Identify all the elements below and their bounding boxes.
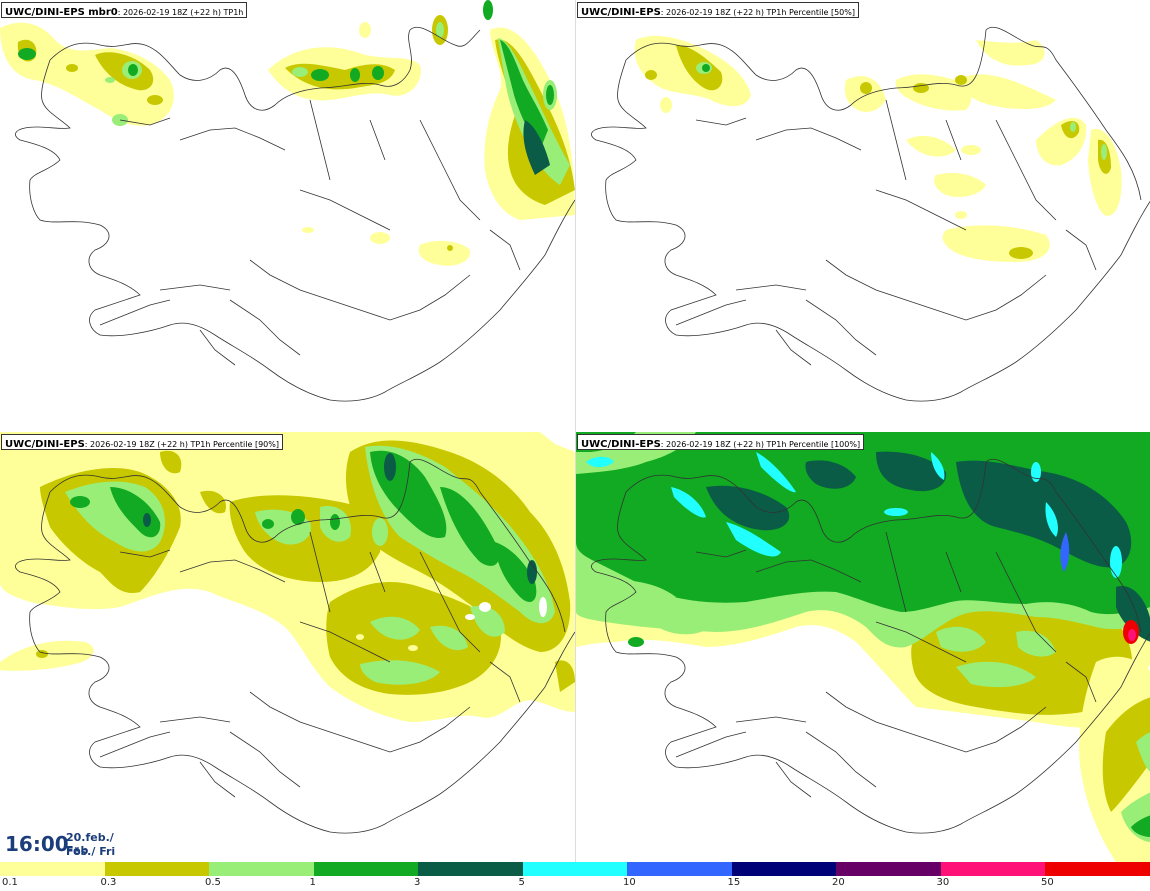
legend-swatch	[627, 862, 732, 876]
color-legend: 0.1 0.3 0.5 1 3 5 10 15 20 30 50	[0, 862, 1150, 891]
panel-title: UWC/DINI-EPS: 2026-02-19 18Z (+22 h) TP1…	[577, 434, 865, 450]
panel-percentile-100: UWC/DINI-EPS: 2026-02-19 18Z (+22 h) TP1…	[576, 432, 1150, 862]
panel-meta-label: 2026-02-19 18Z (+22 h) TP1h Percentile […	[666, 440, 861, 449]
valid-time-box: 16:00 20.feb./ Feb Fös./ Fri	[0, 826, 140, 862]
panel-meta-label: 2026-02-19 18Z (+22 h) TP1h Percentile […	[90, 440, 279, 449]
precip-map	[591, 27, 1150, 402]
legend-swatch	[104, 862, 210, 876]
legend-swatch	[940, 862, 1046, 876]
panel-model-label: UWC/DINI-EPS	[581, 7, 661, 18]
coastline	[591, 27, 1150, 402]
valid-weekday: Fös./ Fri	[66, 845, 116, 858]
valid-date: 20.feb./ Feb	[66, 831, 114, 857]
legend-label: 0.1	[2, 877, 18, 888]
legend-label: 5	[518, 877, 525, 888]
legend-swatch	[1045, 862, 1150, 876]
panel-meta-label: 2026-02-19 18Z (+22 h) TP1h	[122, 8, 244, 17]
legend-swatch	[836, 862, 941, 876]
legend-swatch	[0, 862, 105, 876]
legend-label: 10	[623, 877, 636, 888]
precip-field	[0, 432, 575, 722]
panel-meta-label: 2026-02-19 18Z (+22 h) TP1h Percentile […	[666, 8, 855, 17]
precip-map	[0, 432, 575, 834]
coastline	[15, 459, 575, 834]
panel-model-label: UWC/DINI-EPS	[581, 439, 661, 450]
panel-divider-vertical	[575, 0, 576, 862]
panel-percentile-50: UWC/DINI-EPS: 2026-02-19 18Z (+22 h) TP1…	[576, 0, 1150, 430]
legend-label: 1	[309, 877, 316, 888]
legend-label: 0.5	[205, 877, 221, 888]
legend-label: 0.3	[100, 877, 117, 888]
panel-member0: UWC/DINI-EPS mbr0: 2026-02-19 18Z (+22 h…	[0, 0, 575, 430]
precip-field	[576, 432, 1150, 862]
coastline	[15, 27, 575, 402]
panel-title: UWC/DINI-EPS: 2026-02-19 18Z (+22 h) TP1…	[577, 2, 859, 18]
legend-label: 20	[832, 877, 845, 888]
panel-percentile-90: UWC/DINI-EPS: 2026-02-19 18Z (+22 h) TP1…	[0, 432, 575, 862]
precip-map	[576, 432, 1150, 862]
coastline	[591, 459, 1150, 834]
panel-model-label: UWC/DINI-EPS mbr0	[5, 7, 118, 18]
legend-label: 15	[727, 877, 741, 888]
legend-swatch	[731, 862, 837, 876]
legend-swatch	[418, 862, 523, 876]
panel-model-label: UWC/DINI-EPS	[5, 439, 85, 450]
precip-field	[634, 35, 1122, 262]
precip-field	[0, 0, 575, 266]
legend-swatch	[209, 862, 314, 876]
precip-map	[0, 0, 575, 402]
legend-label: 3	[414, 877, 421, 888]
legend-label: 50	[1041, 877, 1054, 888]
legend-swatch	[522, 862, 628, 876]
panel-title: UWC/DINI-EPS mbr0: 2026-02-19 18Z (+22 h…	[1, 2, 248, 18]
legend-swatch	[313, 862, 419, 876]
legend-label: 30	[936, 877, 950, 888]
valid-time: 16:00	[5, 832, 69, 856]
panel-title: UWC/DINI-EPS: 2026-02-19 18Z (+22 h) TP1…	[1, 434, 283, 450]
